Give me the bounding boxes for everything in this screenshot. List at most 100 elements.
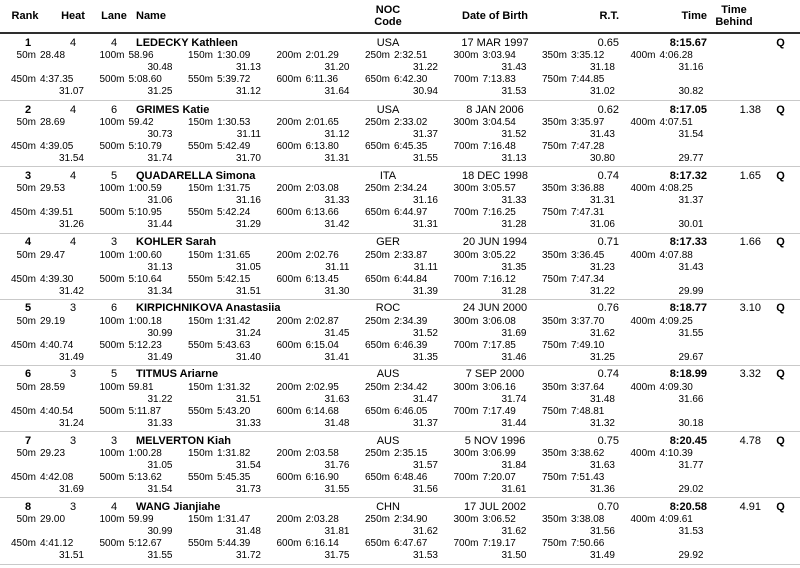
- split-cumulative-line: 50m 29.00: [0, 514, 89, 526]
- split-lap-time: 31.13: [147, 261, 173, 273]
- split-lap-line: 31.46: [443, 352, 532, 364]
- split-cumulative-line: 300m 3:06.08: [443, 316, 532, 328]
- split-cumulative-time: 6:13.45: [305, 273, 339, 285]
- split-cumulative-line: 200m 2:01.65: [266, 117, 355, 129]
- split-distance-label: 700m: [453, 141, 479, 153]
- split-cumulative-line: 550m 5:44.39: [177, 538, 266, 550]
- split-lap-line: 31.16: [177, 195, 266, 207]
- split-lap-line: 31.30: [266, 286, 355, 298]
- noc-code: ITA: [379, 169, 397, 182]
- split-cumulative-line: 650m 6:46.39: [354, 340, 443, 352]
- split-lap-line: 31.22: [354, 62, 443, 74]
- split-cumulative-line: 400m 4:09.30: [620, 382, 709, 394]
- split-distance-label: 250m: [364, 117, 390, 129]
- split-cumulative-line: 500m 5:08.60: [89, 74, 178, 86]
- split-cumulative-time: 4:41.12: [40, 538, 74, 550]
- split-lap-time: 31.31: [412, 219, 438, 231]
- split-lap-line: 31.74: [89, 153, 178, 165]
- split-distance-label: 150m: [187, 117, 213, 129]
- split-lap-line: [0, 62, 89, 74]
- split-cumulative-line: 550m 5:43.63: [177, 340, 266, 352]
- split-cumulative-line: 300m 3:06.52: [443, 514, 532, 526]
- split-cumulative-time: 7:16.25: [482, 207, 516, 219]
- split-cumulative-line: 350m 3:35.12: [531, 50, 620, 62]
- split-lap-time: 29.02: [678, 484, 704, 496]
- split-lap-time: 30.94: [412, 86, 438, 97]
- split-cumulative-time: 5:10.79: [128, 141, 162, 153]
- split-lap-time: 31.62: [589, 327, 615, 339]
- swimmer-name: MELVERTON Kiah: [136, 434, 231, 447]
- split-distance-label: 200m: [276, 50, 302, 61]
- split-lap-time: 31.55: [147, 550, 173, 562]
- split-lap-time: 31.22: [412, 62, 438, 73]
- split-cell: 30.01: [620, 207, 709, 231]
- splits-row: 450m 4:42.08 31.69 500m 5:13.62 31.54 55…: [0, 472, 800, 496]
- split-cumulative-line: 600m 6:13.45: [266, 274, 355, 286]
- split-lap-line: 31.29: [177, 219, 266, 231]
- split-cumulative-time: 4:40.74: [40, 339, 74, 351]
- split-distance-label: 300m: [453, 183, 479, 195]
- split-lap-line: 30.18: [620, 418, 709, 430]
- split-cumulative-line: 250m 2:34.39: [354, 316, 443, 328]
- swimmer-name: QUADARELLA Simona: [136, 169, 256, 182]
- split-lap-line: 31.57: [354, 460, 443, 472]
- splits-row: 50m 29.00 100m 59.99 30.99 150m 1:31.47 …: [0, 514, 800, 538]
- time-behind: 3.10: [739, 302, 761, 315]
- split-lap-line: 31.54: [89, 484, 178, 496]
- split-lap-time: 31.44: [147, 219, 173, 231]
- split-cell: 250m 2:33.02 31.37: [354, 117, 443, 141]
- split-lap-time: 31.11: [236, 129, 261, 141]
- split-cell: 250m 2:33.87 31.11: [354, 250, 443, 274]
- final-time: 8:17.33: [669, 236, 707, 249]
- split-cumulative-time: 1:00.59: [128, 183, 162, 195]
- split-cumulative-line: 500m 5:10.64: [89, 274, 178, 286]
- split-lap-line: 31.63: [266, 394, 355, 406]
- split-cumulative-line: 200m 2:02.76: [266, 250, 355, 262]
- split-lap-time: 31.06: [589, 219, 615, 231]
- reaction-time: 0.65: [597, 36, 619, 49]
- split-cumulative-time: 28.59: [40, 381, 66, 393]
- split-distance-label: [620, 141, 660, 153]
- final-time: 8:17.32: [669, 169, 707, 182]
- split-cumulative-line: 400m 4:08.25: [620, 183, 709, 195]
- split-cumulative-line: 100m 59.42: [89, 117, 178, 129]
- qualified-mark: Q: [776, 302, 785, 315]
- swimmer-main-line: 5 3 6 KIRPICHNIKOVA Anastasiia ROC 24 JU…: [0, 301, 800, 316]
- time-behind: 1.65: [739, 169, 761, 182]
- split-distance-label: 350m: [541, 117, 567, 129]
- split-cumulative-time: 6:44.97: [394, 207, 428, 219]
- split-lap-line: 31.81: [266, 526, 355, 538]
- split-cumulative-time: 3:05.57: [482, 183, 516, 195]
- split-lap-line: 31.53: [443, 86, 532, 98]
- split-lap-line: 31.33: [177, 418, 266, 430]
- split-distance-label: [620, 207, 660, 219]
- split-lap-line: 31.52: [443, 129, 532, 141]
- split-distance-label: 400m: [630, 448, 656, 460]
- swimmer-result-row: 1 4 4 LEDECKY Kathleen USA 17 MAR 1997 0…: [0, 34, 800, 100]
- split-lap-time: 31.23: [589, 261, 615, 273]
- split-lap-line: 31.41: [266, 352, 355, 364]
- split-distance-label: 300m: [453, 315, 479, 327]
- split-lap-line: 31.39: [354, 286, 443, 298]
- split-cell: 300m 3:06.52 31.62: [443, 514, 532, 538]
- split-lap-line: 31.75: [266, 550, 355, 562]
- split-lap-time: 31.36: [589, 484, 615, 496]
- split-cumulative-time: 4:39.30: [40, 273, 74, 285]
- split-cumulative-time: 59.42: [128, 117, 154, 129]
- split-lap-time: 30.80: [589, 153, 615, 165]
- split-distance-label: 650m: [364, 339, 390, 351]
- split-distance-label: 500m: [99, 141, 125, 153]
- qualified-mark: Q: [776, 169, 785, 182]
- split-distance-label: 750m: [541, 207, 567, 219]
- split-cumulative-line: 250m 2:35.15: [354, 448, 443, 460]
- swimmer-result-row: 6 3 5 TITMUS Ariarne AUS 7 SEP 2000 0.74…: [0, 364, 800, 431]
- split-cumulative-time: 4:37.35: [40, 74, 74, 85]
- date-of-birth: 17 JUL 2002: [464, 500, 526, 513]
- split-lap-time: 31.69: [501, 327, 527, 339]
- split-lap-line: 31.48: [177, 526, 266, 538]
- split-cumulative-time: 5:45.35: [217, 472, 251, 484]
- split-lap-time: 31.41: [324, 351, 350, 363]
- split-lap-line: 31.20: [266, 62, 355, 74]
- split-lap-line: 31.52: [354, 328, 443, 340]
